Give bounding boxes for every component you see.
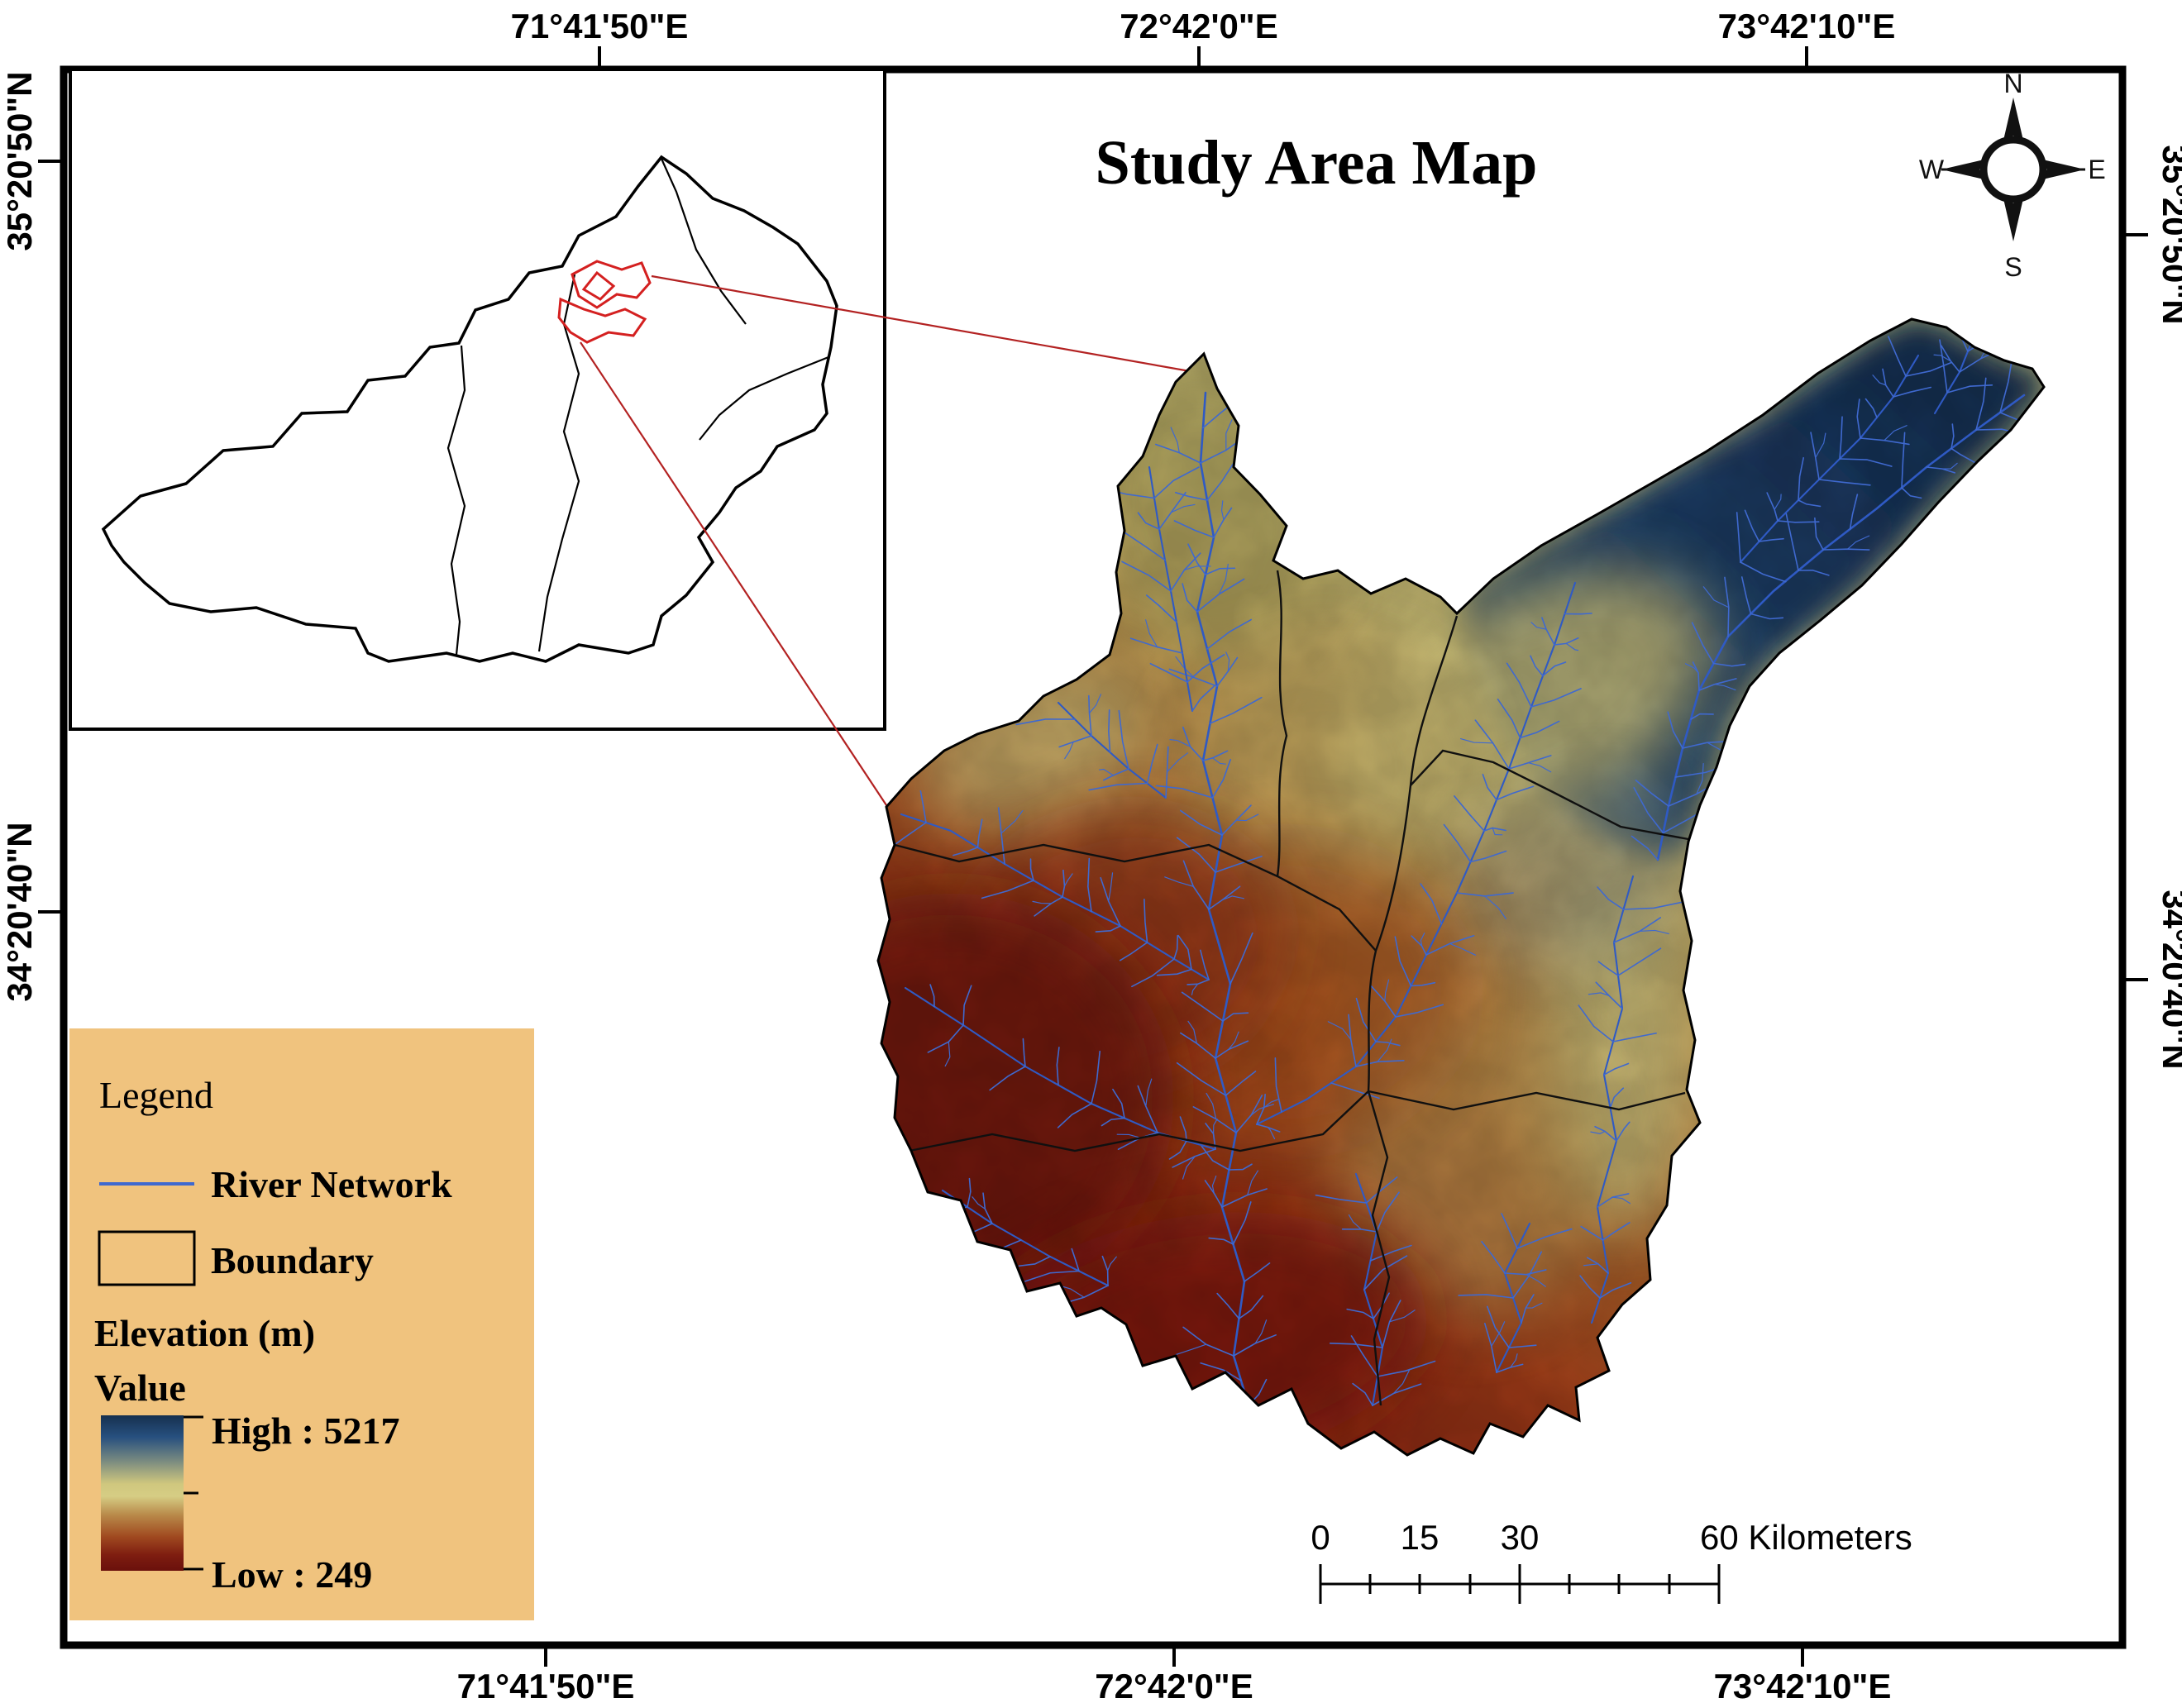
scale-tick-label-0: 0 bbox=[1311, 1518, 1330, 1557]
axis-label-top-3: 73°42'10"E bbox=[1718, 7, 1896, 45]
legend-boundary-sample bbox=[98, 1230, 196, 1286]
axis-label-bottom-3: 73°42'10"E bbox=[1714, 1667, 1892, 1706]
axis-label-left-1: 35°20'50"N bbox=[0, 71, 39, 250]
legend-low-label: Low : 249 bbox=[212, 1553, 372, 1596]
axis-label-right-2: 34°20'40"N bbox=[2156, 890, 2182, 1069]
axis-label-left-2: 34°20'40"N bbox=[0, 822, 39, 1001]
pakistan-inset bbox=[69, 68, 886, 731]
legend-elevation-ramp bbox=[101, 1415, 184, 1571]
inset-box bbox=[69, 68, 886, 731]
compass-west-label: W bbox=[1919, 155, 1945, 184]
legend-panel: Legend River Network Boundary Elevation … bbox=[69, 1028, 534, 1620]
compass-spikes bbox=[1941, 98, 2085, 241]
river-network bbox=[880, 319, 2041, 1407]
inset-leader-lines bbox=[580, 274, 1205, 811]
axis-label-bottom-1: 71°41'50"E bbox=[457, 1667, 635, 1706]
scale-bar: 0 15 30 60 Kilometers bbox=[1311, 1518, 1912, 1604]
axis-label-right-1: 35°20'50"N bbox=[2156, 145, 2182, 324]
pakistan-outline bbox=[101, 155, 838, 663]
scale-tick-label-30: 30 bbox=[1501, 1518, 1540, 1557]
graticule-ticks bbox=[38, 46, 2148, 1667]
pakistan-province-borders bbox=[446, 158, 829, 656]
compass-south-label: S bbox=[2004, 252, 2022, 282]
axis-labels: 71°41'50"E 72°42'0"E 73°42'10"E 71°41'50… bbox=[0, 7, 2182, 1706]
legend-high-label: High : 5217 bbox=[212, 1410, 399, 1452]
axis-label-top-1: 71°41'50"E bbox=[511, 7, 689, 45]
legend-elevation-label: Elevation (m) bbox=[94, 1312, 315, 1354]
map-title: Study Area Map bbox=[1096, 128, 1538, 198]
scale-end-label: 60 Kilometers bbox=[1700, 1518, 1912, 1557]
compass-circle bbox=[1979, 136, 2047, 203]
compass-rose: N S W E bbox=[1919, 69, 2106, 282]
watershed-outline bbox=[876, 317, 2046, 1457]
legend-ramp-ticks bbox=[184, 1415, 203, 1571]
scale-tick-label-15: 15 bbox=[1401, 1518, 1440, 1557]
legend-title: Legend bbox=[99, 1074, 213, 1116]
compass-east-label: E bbox=[2088, 155, 2105, 184]
legend-boundary-label: Boundary bbox=[211, 1239, 374, 1281]
subbasin-boundaries bbox=[894, 570, 1689, 1406]
legend-value-label: Value bbox=[94, 1367, 186, 1409]
axis-label-bottom-2: 72°42'0"E bbox=[1095, 1667, 1253, 1706]
scale-ruler bbox=[1319, 1564, 1721, 1604]
map-frame bbox=[60, 65, 2127, 1649]
legend-river-label: River Network bbox=[211, 1163, 452, 1205]
study-area-highlight bbox=[557, 260, 652, 344]
compass-north-label: N bbox=[2003, 69, 2022, 98]
axis-label-top-2: 72°42'0"E bbox=[1120, 7, 1278, 45]
